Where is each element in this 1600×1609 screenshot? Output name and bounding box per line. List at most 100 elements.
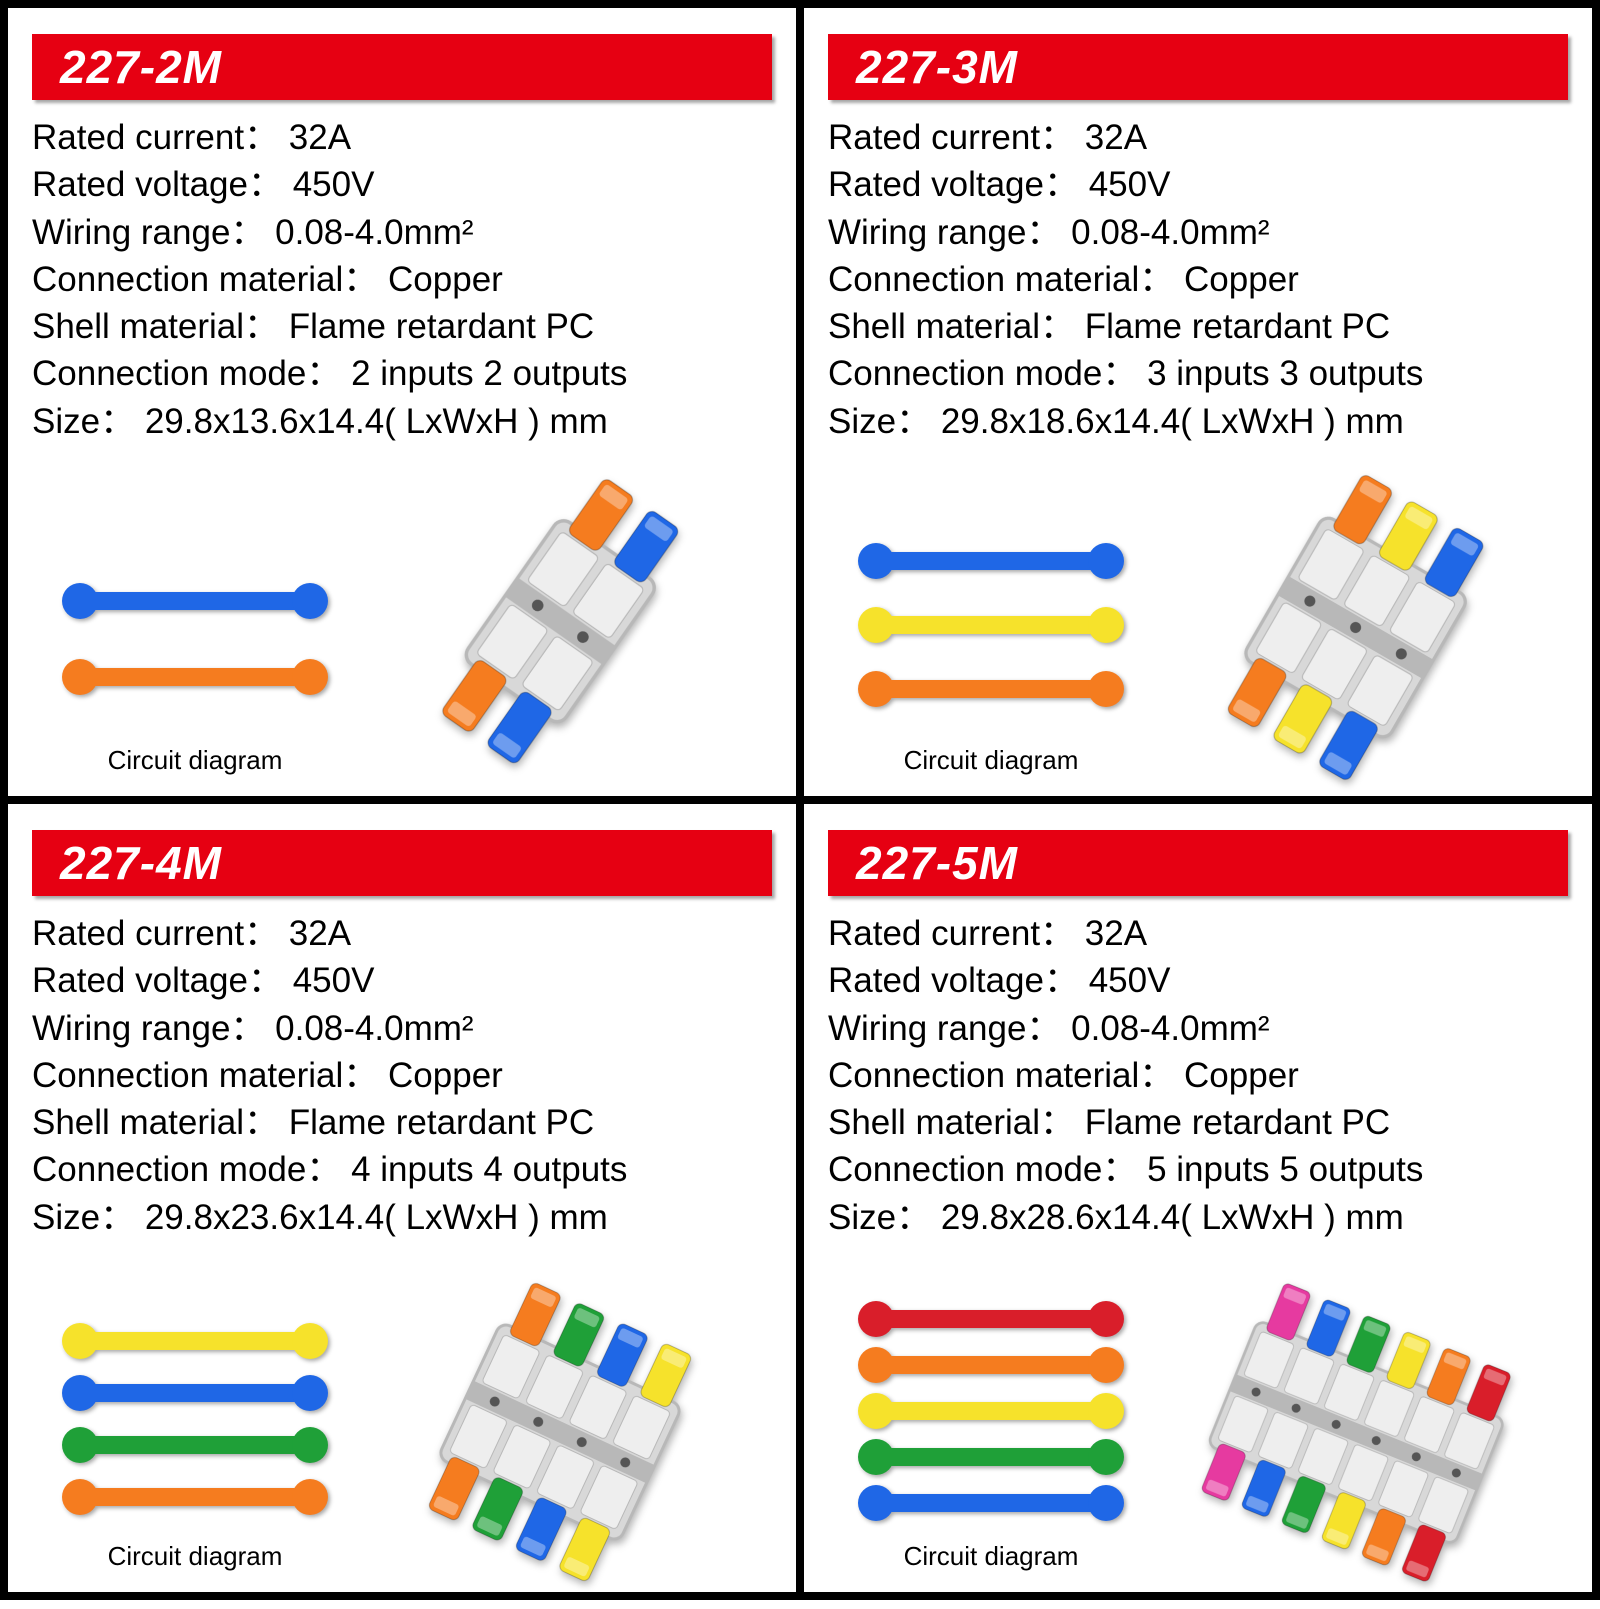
spec-label: Rated current： xyxy=(828,914,1075,953)
diagram-label: Circuit diagram xyxy=(904,1541,1079,1572)
spec-row: Shell material： Flame retardant PC xyxy=(828,303,1568,350)
spec-row: Wiring range： 0.08-4.0mm² xyxy=(32,209,772,256)
diagram-label: Circuit diagram xyxy=(108,1541,283,1572)
spec-row: Rated voltage： 450V xyxy=(828,161,1568,208)
spec-value: 32A xyxy=(289,914,351,953)
circuit-bar xyxy=(62,659,328,695)
spec-value: 5 inputs 5 outputs xyxy=(1147,1150,1423,1189)
spec-label: Shell material： xyxy=(32,1103,279,1142)
diagram-label: Circuit diagram xyxy=(904,745,1079,776)
spec-value: Copper xyxy=(1184,1056,1299,1095)
spec-row: Rated voltage： 450V xyxy=(32,957,772,1004)
spec-label: Wiring range： xyxy=(32,213,265,252)
spec-value: Copper xyxy=(1184,260,1299,299)
circuit-diagram: Circuit diagram xyxy=(32,563,328,776)
spec-label: Shell material： xyxy=(828,307,1075,346)
spec-row: Rated voltage： 450V xyxy=(32,161,772,208)
spec-label: Wiring range： xyxy=(828,1009,1061,1048)
spec-label: Rated voltage： xyxy=(32,165,283,204)
panel-bottom: Circuit diagram xyxy=(32,445,772,776)
spec-row: Rated current： 32A xyxy=(828,910,1568,957)
spec-grid: 227-2MRated current： 32ARated voltage： 4… xyxy=(0,0,1600,1600)
spec-list: Rated current： 32ARated voltage： 450VWir… xyxy=(828,910,1568,1241)
circuit-diagram: Circuit diagram xyxy=(828,523,1124,776)
circuit-bar xyxy=(62,583,328,619)
spec-value: 32A xyxy=(289,118,351,157)
spec-label: Connection material： xyxy=(32,1056,378,1095)
spec-panel: 227-4MRated current： 32ARated voltage： 4… xyxy=(4,800,800,1596)
spec-label: Size： xyxy=(32,1198,135,1237)
spec-row: Rated current： 32A xyxy=(828,114,1568,161)
spec-value: 450V xyxy=(1089,165,1171,204)
panel-bottom: Circuit diagram xyxy=(32,1241,772,1572)
spec-value: Copper xyxy=(388,260,503,299)
spec-row: Connection material： Copper xyxy=(32,1052,772,1099)
spec-label: Size： xyxy=(828,402,931,441)
spec-label: Size： xyxy=(32,402,135,441)
spec-row: Shell material： Flame retardant PC xyxy=(828,1099,1568,1146)
circuit-bar xyxy=(858,1439,1124,1475)
spec-label: Connection material： xyxy=(828,1056,1174,1095)
spec-row: Wiring range： 0.08-4.0mm² xyxy=(828,1005,1568,1052)
circuit-bar xyxy=(62,1427,328,1463)
spec-label: Shell material： xyxy=(32,307,279,346)
product-badge: 227-5M xyxy=(828,830,1568,896)
spec-value: Flame retardant PC xyxy=(1085,307,1390,346)
spec-value: 0.08-4.0mm² xyxy=(1071,1009,1269,1048)
connector-image xyxy=(1144,1292,1568,1572)
spec-value: Flame retardant PC xyxy=(289,307,594,346)
spec-value: 450V xyxy=(293,165,375,204)
diagram-label: Circuit diagram xyxy=(108,745,283,776)
spec-row: Shell material： Flame retardant PC xyxy=(32,303,772,350)
spec-label: Shell material： xyxy=(828,1103,1075,1142)
spec-label: Connection mode： xyxy=(828,1150,1137,1189)
spec-list: Rated current： 32ARated voltage： 450VWir… xyxy=(828,114,1568,445)
spec-value: 29.8x18.6x14.4( LxWxH ) mm xyxy=(941,402,1404,441)
circuit-diagram: Circuit diagram xyxy=(828,1281,1124,1572)
spec-value: 2 inputs 2 outputs xyxy=(351,354,627,393)
spec-value: 32A xyxy=(1085,914,1147,953)
circuit-bar xyxy=(858,1301,1124,1337)
spec-label: Rated current： xyxy=(32,118,279,157)
circuit-diagram: Circuit diagram xyxy=(32,1303,328,1572)
panel-bottom: Circuit diagram xyxy=(828,445,1568,776)
product-badge: 227-2M xyxy=(32,34,772,100)
spec-label: Connection mode： xyxy=(32,1150,341,1189)
spec-row: Connection mode： 3 inputs 3 outputs xyxy=(828,350,1568,397)
spec-panel: 227-3M Rated current： 32ARated voltage： 4… xyxy=(800,4,1596,800)
spec-row: Wiring range： 0.08-4.0mm² xyxy=(828,209,1568,256)
spec-label: Connection material： xyxy=(828,260,1174,299)
spec-value: 29.8x28.6x14.4( LxWxH ) mm xyxy=(941,1198,1404,1237)
spec-row: Wiring range： 0.08-4.0mm² xyxy=(32,1005,772,1052)
circuit-bar xyxy=(62,1479,328,1515)
spec-row: Connection material： Copper xyxy=(828,256,1568,303)
spec-row: Rated voltage： 450V xyxy=(828,957,1568,1004)
spec-row: Size： 29.8x28.6x14.4( LxWxH ) mm xyxy=(828,1194,1568,1241)
spec-label: Rated current： xyxy=(32,914,279,953)
connector-image xyxy=(1144,479,1568,776)
spec-value: 0.08-4.0mm² xyxy=(275,213,473,252)
connector-image xyxy=(348,466,772,777)
spec-value: 450V xyxy=(293,961,375,1000)
circuit-bar xyxy=(858,607,1124,643)
spec-list: Rated current： 32ARated voltage： 450VWir… xyxy=(32,910,772,1241)
connector-image xyxy=(348,1292,772,1572)
spec-value: Flame retardant PC xyxy=(289,1103,594,1142)
spec-row: Connection mode： 5 inputs 5 outputs xyxy=(828,1146,1568,1193)
spec-value: 3 inputs 3 outputs xyxy=(1147,354,1423,393)
spec-row: Size： 29.8x23.6x14.4( LxWxH ) mm xyxy=(32,1194,772,1241)
spec-label: Connection mode： xyxy=(828,354,1137,393)
spec-row: Connection mode： 2 inputs 2 outputs xyxy=(32,350,772,397)
spec-panel: 227-2MRated current： 32ARated voltage： 4… xyxy=(4,4,800,800)
product-badge: 227-4M xyxy=(32,830,772,896)
spec-row: Rated current： 32A xyxy=(32,910,772,957)
circuit-bar xyxy=(62,1323,328,1359)
circuit-bar xyxy=(858,543,1124,579)
product-badge: 227-3M xyxy=(828,34,1568,100)
spec-row: Connection mode： 4 inputs 4 outputs xyxy=(32,1146,772,1193)
spec-panel: 227-5MRated current： 32ARated voltage： 4… xyxy=(800,800,1596,1596)
spec-row: Connection material： Copper xyxy=(828,1052,1568,1099)
spec-value: 4 inputs 4 outputs xyxy=(351,1150,627,1189)
spec-row: Connection material： Copper xyxy=(32,256,772,303)
spec-label: Rated current： xyxy=(828,118,1075,157)
